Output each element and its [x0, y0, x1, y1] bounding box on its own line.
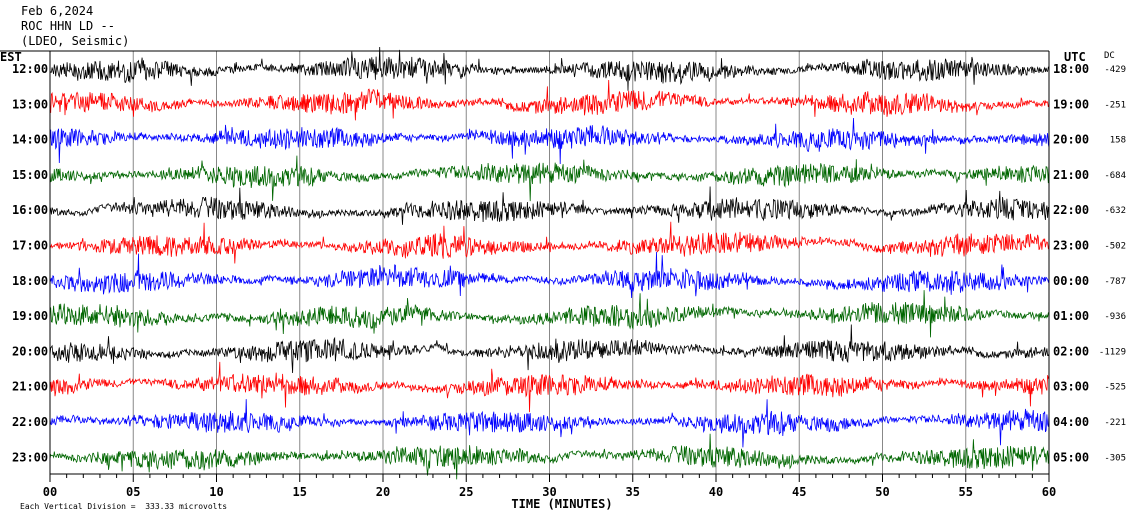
est-axis-title: EST: [0, 50, 22, 64]
dc-value-label: -632: [1104, 206, 1126, 216]
axis-labels: EST UTC DC 12:00 18:00 -429 13:00 19:00 -251 14:0…: [0, 50, 1126, 511]
est-tick-label: 17:00: [12, 239, 48, 253]
est-tick-label: 14:00: [12, 133, 48, 147]
trace-line-1900: [49, 290, 1050, 338]
trace-line-1800: [49, 251, 1050, 299]
dc-value-label: -684: [1104, 171, 1126, 181]
est-tick-label: 15:00: [12, 168, 48, 182]
x-tick-label: 00: [43, 485, 57, 499]
trace-line-1500: [49, 155, 1050, 202]
x-tick-label: 30: [542, 485, 556, 499]
dc-value-label: -221: [1104, 418, 1126, 428]
utc-tick-label: 18:00: [1053, 62, 1089, 76]
est-tick-label: 23:00: [12, 450, 48, 464]
dc-value-label: -787: [1104, 277, 1126, 287]
utc-tick-label: 02:00: [1053, 344, 1089, 358]
trace-line-1200: [49, 46, 1050, 91]
est-tick-label: 20:00: [12, 344, 48, 358]
dc-value-label: -525: [1104, 383, 1126, 393]
trace-line-2100: [49, 361, 1050, 413]
chart-frame: [0, 50, 1050, 482]
x-tick-label: 15: [293, 485, 307, 499]
utc-tick-label: 19:00: [1053, 97, 1089, 111]
utc-tick-label: 01:00: [1053, 309, 1089, 323]
trace-line-1700: [49, 221, 1050, 264]
est-tick-label: 18:00: [12, 274, 48, 288]
dc-value-label: -429: [1104, 65, 1126, 75]
x-tick-label: 50: [875, 485, 889, 499]
dc-value-label: -936: [1104, 312, 1126, 322]
dc-value-label: -502: [1104, 242, 1126, 252]
x-tick-label: 40: [709, 485, 723, 499]
dc-column-title: DC: [1104, 51, 1115, 61]
est-tick-label: 22:00: [12, 415, 48, 429]
est-tick-label: 13:00: [12, 97, 48, 111]
dc-value-label: 158: [1110, 136, 1126, 146]
x-axis-title: TIME (MINUTES): [511, 497, 612, 511]
x-tick-label: 20: [376, 485, 390, 499]
est-tick-label: 21:00: [12, 380, 48, 394]
est-tick-label: 16:00: [12, 203, 48, 217]
trace-line-1300: [49, 79, 1050, 121]
x-tick-label: 35: [626, 485, 640, 499]
x-tick-label: 45: [792, 485, 806, 499]
utc-tick-label: 22:00: [1053, 203, 1089, 217]
trace-line-2300: [49, 433, 1050, 480]
traces-group: [49, 46, 1050, 480]
trace-line-1600: [49, 186, 1050, 225]
utc-tick-label: 03:00: [1053, 380, 1089, 394]
dc-value-label: -1129: [1099, 347, 1126, 357]
x-tick-label: 05: [126, 485, 140, 499]
dc-value-label: -305: [1104, 453, 1126, 463]
trace-line-2200: [49, 399, 1050, 448]
x-tick-label: 25: [459, 485, 473, 499]
est-tick-label: 12:00: [12, 62, 48, 76]
header-station: ROC HHN LD --: [21, 19, 115, 33]
utc-axis-title: UTC: [1064, 50, 1086, 64]
header-network: (LDEO, Seismic): [21, 34, 130, 48]
header-date: Feb 6,2024: [21, 4, 94, 18]
footnote-scale: Each Vertical Division = 333.33 microvol…: [20, 502, 227, 511]
utc-tick-label: 21:00: [1053, 168, 1089, 182]
utc-tick-label: 23:00: [1053, 239, 1089, 253]
utc-tick-label: 04:00: [1053, 415, 1089, 429]
utc-tick-label: 20:00: [1053, 133, 1089, 147]
utc-tick-label: 00:00: [1053, 274, 1089, 288]
trace-line-2000: [49, 324, 1050, 374]
x-tick-label: 60: [1042, 485, 1056, 499]
grid-lines: [132, 51, 967, 474]
dc-value-label: -251: [1104, 100, 1126, 110]
utc-tick-label: 05:00: [1053, 450, 1089, 464]
trace-line-1400: [49, 117, 1050, 165]
est-tick-label: 19:00: [12, 309, 48, 323]
x-tick-label: 10: [209, 485, 223, 499]
x-tick-label: 55: [959, 485, 973, 499]
